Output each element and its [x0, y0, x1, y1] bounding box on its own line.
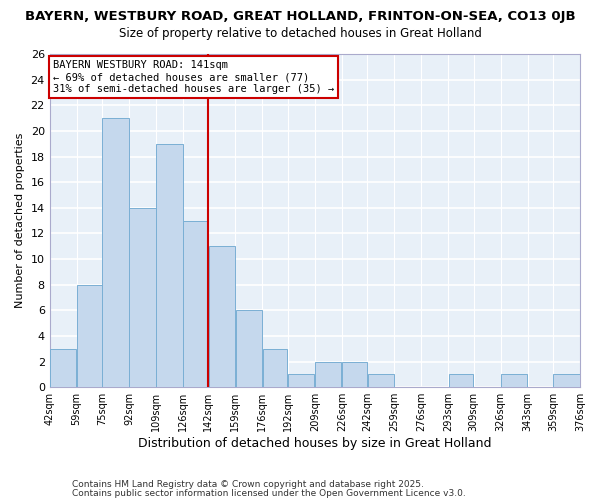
- Bar: [77, 284, 101, 387]
- Text: Size of property relative to detached houses in Great Holland: Size of property relative to detached ho…: [119, 28, 481, 40]
- Bar: [342, 362, 367, 387]
- Bar: [263, 349, 287, 387]
- Text: BAYERN, WESTBURY ROAD, GREAT HOLLAND, FRINTON-ON-SEA, CO13 0JB: BAYERN, WESTBURY ROAD, GREAT HOLLAND, FR…: [25, 10, 575, 23]
- Y-axis label: Number of detached properties: Number of detached properties: [15, 133, 25, 308]
- Bar: [184, 220, 208, 387]
- Bar: [157, 144, 182, 387]
- Text: BAYERN WESTBURY ROAD: 141sqm
← 69% of detached houses are smaller (77)
31% of se: BAYERN WESTBURY ROAD: 141sqm ← 69% of de…: [53, 60, 334, 94]
- X-axis label: Distribution of detached houses by size in Great Holland: Distribution of detached houses by size …: [138, 437, 491, 450]
- Bar: [130, 208, 155, 387]
- Bar: [50, 349, 76, 387]
- Bar: [236, 310, 262, 387]
- Bar: [209, 246, 235, 387]
- Bar: [501, 374, 527, 387]
- Bar: [315, 362, 341, 387]
- Bar: [553, 374, 580, 387]
- Bar: [103, 118, 128, 387]
- Bar: [368, 374, 394, 387]
- Bar: [288, 374, 314, 387]
- Text: Contains public sector information licensed under the Open Government Licence v3: Contains public sector information licen…: [72, 488, 466, 498]
- Bar: [449, 374, 473, 387]
- Text: Contains HM Land Registry data © Crown copyright and database right 2025.: Contains HM Land Registry data © Crown c…: [72, 480, 424, 489]
